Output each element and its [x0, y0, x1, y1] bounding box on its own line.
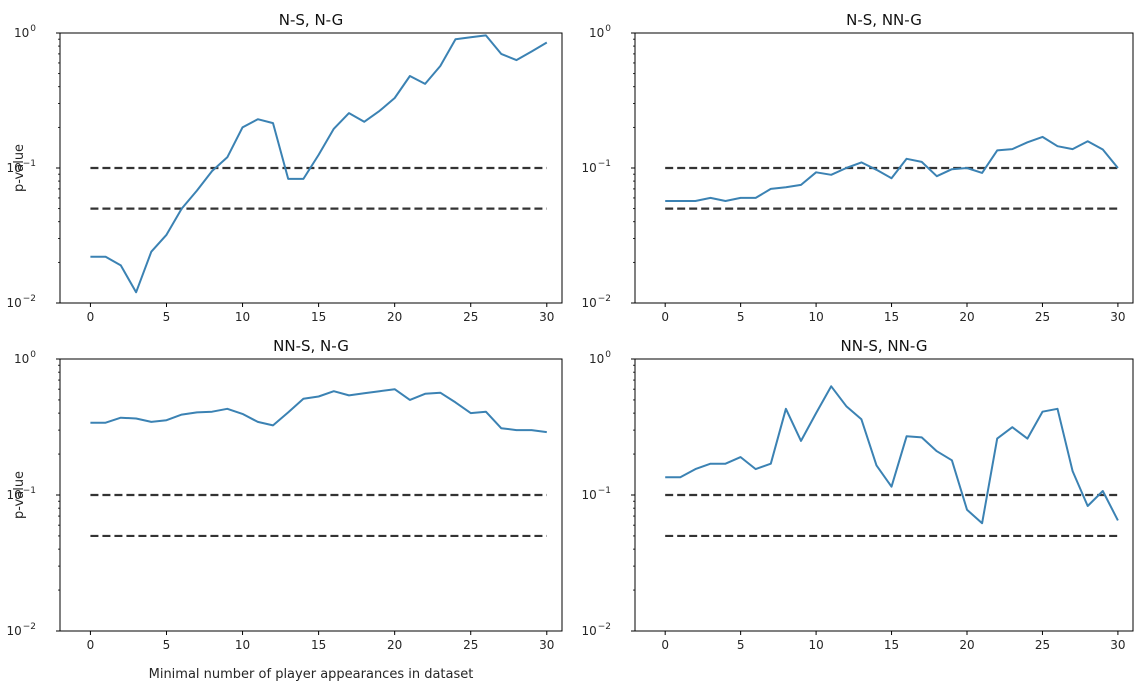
x-tick-label: 15 — [311, 638, 326, 652]
x-tick-label: 25 — [1035, 638, 1050, 652]
y-tick-exponent: 0 — [605, 24, 611, 34]
x-tick-label: 10 — [235, 638, 250, 652]
y-tick-exponent: −1 — [23, 486, 36, 496]
x-tick-label: 30 — [1110, 638, 1125, 652]
x-tick-label: 10 — [808, 310, 823, 324]
subplot-2: 0 5 10 15 20 25 30 10−2 10−1 100 N-S, NN-G — [581, 11, 1134, 324]
y-tick-label: 100 — [589, 24, 611, 40]
x-tick-label: 30 — [1110, 310, 1125, 324]
x-axis-label: Minimal number of player appearances in … — [149, 667, 474, 682]
y-tick-exponent: −2 — [598, 294, 611, 304]
series-line-1 — [665, 135, 1119, 202]
x-tick-label: 20 — [959, 310, 974, 324]
x-tick-label: 15 — [884, 638, 899, 652]
x-tick-label: 15 — [884, 310, 899, 324]
y-tick-exponent: −2 — [23, 294, 36, 304]
y-tick-exponent: 0 — [30, 350, 36, 360]
x-tick-label: 5 — [737, 310, 745, 324]
y-tick-label: 10−2 — [6, 622, 36, 638]
y-tick-label: 10−2 — [6, 294, 36, 310]
subplot-title: NN-S, NN-G — [841, 337, 928, 355]
y-axis-label: p-value — [12, 144, 27, 192]
y-tick-label: 100 — [589, 350, 611, 366]
y-tick-exponent: −1 — [23, 159, 36, 169]
y-tick-label: 100 — [14, 350, 36, 366]
y-tick-label: 10−2 — [581, 622, 611, 638]
x-tick-label: 25 — [463, 310, 478, 324]
x-tick-label: 25 — [1035, 310, 1050, 324]
y-tick-exponent: −2 — [23, 622, 36, 632]
y-tick-exponent: −1 — [598, 486, 611, 496]
subplot-4: 0 5 10 15 20 25 30 10−2 10−1 100 NN-S, NN-G — [581, 337, 1134, 652]
x-tick-label: 15 — [311, 310, 326, 324]
x-tick-label: 5 — [737, 638, 745, 652]
y-tick-label: 10−1 — [581, 159, 611, 175]
x-tick-label: 0 — [661, 310, 669, 324]
y-axis-label: p-value — [12, 471, 27, 519]
x-tick-label: 30 — [539, 310, 554, 324]
y-tick-exponent: −2 — [598, 622, 611, 632]
x-tick-label: 20 — [959, 638, 974, 652]
subplot-title: NN-S, N-G — [273, 337, 349, 355]
subplot-title: N-S, NN-G — [846, 11, 922, 29]
x-tick-label: 20 — [387, 310, 402, 324]
x-tick-label: 0 — [87, 310, 95, 324]
y-tick-label: 10−1 — [581, 486, 611, 502]
subplot-title: N-S, N-G — [279, 11, 344, 29]
x-tick-label: 10 — [808, 638, 823, 652]
y-tick-label: 100 — [14, 24, 36, 40]
x-tick-label: 0 — [87, 638, 95, 652]
x-tick-label: 25 — [463, 638, 478, 652]
series-line-1 — [665, 385, 1119, 525]
x-tick-label: 5 — [163, 310, 171, 324]
x-tick-label: 30 — [539, 638, 554, 652]
series-line-1 — [90, 388, 547, 434]
x-tick-label: 5 — [163, 638, 171, 652]
y-tick-label: 10−2 — [581, 294, 611, 310]
y-tick-exponent: −1 — [598, 159, 611, 169]
y-tick-exponent: 0 — [605, 350, 611, 360]
x-tick-label: 10 — [235, 310, 250, 324]
series-line-1 — [90, 34, 548, 294]
x-tick-label: 20 — [387, 638, 402, 652]
x-tick-label: 0 — [661, 638, 669, 652]
y-tick-exponent: 0 — [30, 24, 36, 34]
